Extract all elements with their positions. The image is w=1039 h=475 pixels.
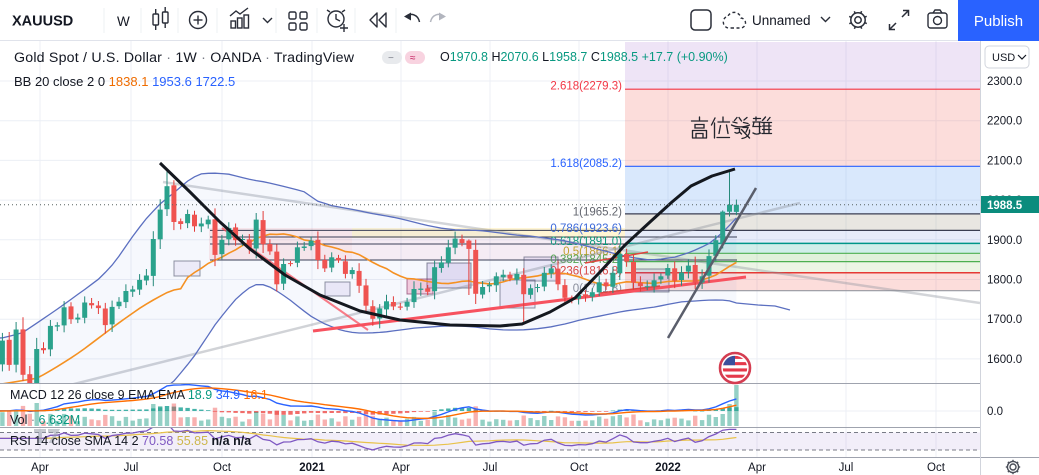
svg-text:Apr: Apr <box>31 462 49 474</box>
svg-text:1.618(2085.2): 1.618(2085.2) <box>550 158 622 170</box>
svg-text:−: − <box>388 53 394 64</box>
svg-text:0.618(1891.0): 0.618(1891.0) <box>550 236 622 248</box>
svg-text:≈: ≈ <box>410 53 416 64</box>
svg-text:Gold Spot / U.S. Dollar · 1W ·: Gold Spot / U.S. Dollar · 1W · OANDA · T… <box>14 50 355 66</box>
svg-text:Oct: Oct <box>213 462 232 474</box>
svg-text:0.786(1923.6): 0.786(1923.6) <box>550 223 622 235</box>
svg-text:BB 20 close 2 0 1838.1 1953.6: BB 20 close 2 0 1838.1 1953.6 1722.5 <box>14 74 235 89</box>
svg-text:1700.0: 1700.0 <box>987 314 1022 326</box>
svg-text:Apr: Apr <box>748 462 766 474</box>
svg-text:Unnamed: Unnamed <box>752 13 811 28</box>
svg-text:MACD 12 26 close 9 EMA EMA 18.: MACD 12 26 close 9 EMA EMA 18.9 34.9 16.… <box>10 388 268 402</box>
svg-text:Vol · 6.632M: Vol · 6.632M <box>10 413 80 427</box>
svg-text:XAUUSD: XAUUSD <box>12 14 73 30</box>
svg-text:2021: 2021 <box>299 462 325 474</box>
svg-text:USD: USD <box>992 52 1015 64</box>
svg-text:W: W <box>117 14 130 29</box>
svg-text:1600.0: 1600.0 <box>987 354 1022 366</box>
svg-text:1(1965.2): 1(1965.2) <box>573 206 622 218</box>
svg-text:2022: 2022 <box>655 462 681 474</box>
svg-text:1988.5: 1988.5 <box>987 200 1023 212</box>
svg-text:1900.0: 1900.0 <box>987 235 1022 247</box>
svg-text:Apr: Apr <box>392 462 410 474</box>
svg-text:2300.0: 2300.0 <box>987 76 1022 88</box>
svg-text:Publish: Publish <box>974 13 1023 30</box>
svg-text:Jul: Jul <box>124 462 139 474</box>
svg-text:1800.0: 1800.0 <box>987 275 1022 287</box>
svg-text:0.0: 0.0 <box>987 406 1003 418</box>
svg-text:2.618(2279.3): 2.618(2279.3) <box>550 81 622 93</box>
svg-text:2200.0: 2200.0 <box>987 116 1022 128</box>
svg-text:0.5(1866.1): 0.5(1866.1) <box>563 246 622 258</box>
svg-text:Oct: Oct <box>927 462 946 474</box>
svg-text:O1970.8 H2070.6 L1958.7 C1988.: O1970.8 H2070.6 L1958.7 C1988.5 +17.7 (+… <box>440 50 728 64</box>
svg-text:Jul: Jul <box>839 462 854 474</box>
svg-text:0.382(1845.2): 0.382(1845.2) <box>550 254 622 266</box>
svg-text:Jul: Jul <box>483 462 498 474</box>
svg-text:2100.0: 2100.0 <box>987 155 1022 167</box>
svg-text:Oct: Oct <box>570 462 589 474</box>
svg-text:RSI 14 close SMA 14 2 70.58 55: RSI 14 close SMA 14 2 70.58 55.85 n/a n/… <box>10 434 252 448</box>
